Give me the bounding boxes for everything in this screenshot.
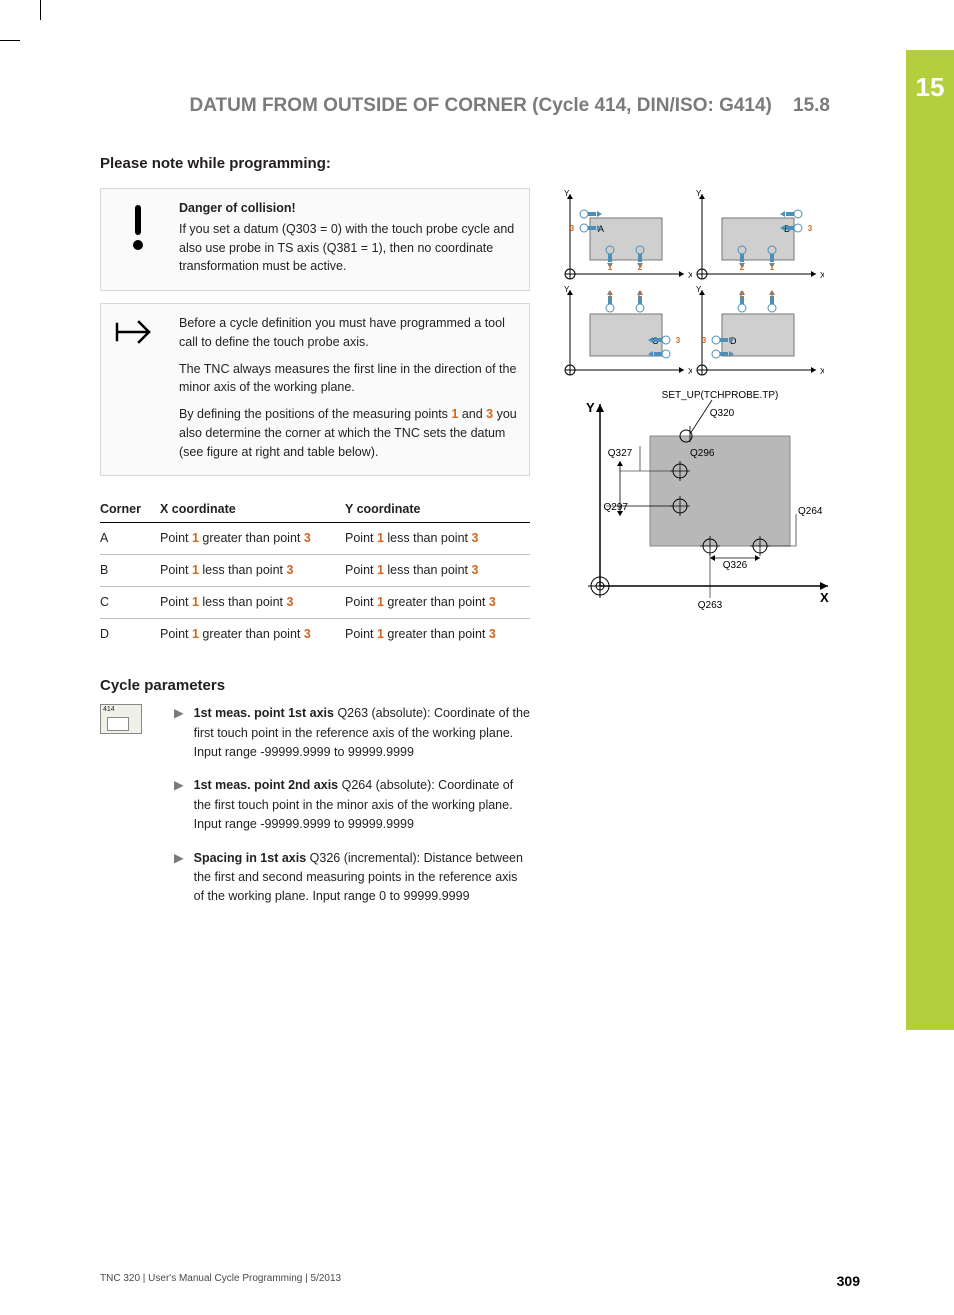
- info-p3: By defining the positions of the measuri…: [179, 405, 517, 461]
- svg-text:Y: Y: [564, 189, 570, 198]
- svg-text:X: X: [820, 590, 829, 605]
- page-number: 309: [837, 1273, 860, 1289]
- th-x: X coordinate: [160, 496, 345, 523]
- svg-text:3: 3: [676, 336, 681, 345]
- corner-diagram-grid: X Y A 1 2 3 X Y: [560, 188, 830, 380]
- page-content: DATUM FROM OUTSIDE OF CORNER (Cycle 414,…: [100, 95, 840, 921]
- svg-text:X: X: [820, 367, 824, 376]
- svg-text:Q326: Q326: [723, 560, 748, 571]
- svg-text:2: 2: [638, 290, 643, 299]
- svg-text:2: 2: [638, 263, 643, 272]
- section-heading: Please note while programming:: [100, 155, 840, 172]
- corner-table: Corner X coordinate Y coordinate APoint …: [100, 496, 530, 649]
- svg-text:Q327: Q327: [608, 448, 633, 459]
- chapter-tab: 15: [906, 50, 954, 1030]
- svg-text:Q296: Q296: [690, 448, 715, 459]
- table-row: BPoint 1 less than point 3Point 1 less t…: [100, 555, 530, 587]
- svg-text:1: 1: [770, 263, 775, 272]
- svg-text:Y: Y: [696, 189, 702, 198]
- svg-text:2: 2: [740, 263, 745, 272]
- svg-text:SET_UP(TCHPROBE.TP): SET_UP(TCHPROBE.TP): [662, 390, 779, 401]
- header-section: 15.8: [793, 95, 830, 116]
- table-row: APoint 1 greater than point 3Point 1 les…: [100, 523, 530, 555]
- th-corner: Corner: [100, 496, 160, 523]
- svg-text:3: 3: [808, 224, 813, 233]
- param-item: ▶1st meas. point 1st axis Q263 (absolute…: [174, 704, 530, 762]
- svg-text:Y: Y: [564, 285, 570, 294]
- th-y: Y coordinate: [345, 496, 530, 523]
- svg-text:1: 1: [608, 263, 613, 272]
- page-footer: TNC 320 | User's Manual Cycle Programmin…: [100, 1273, 860, 1289]
- arrow-icon: [113, 314, 163, 461]
- danger-icon: [113, 199, 163, 276]
- crop-mark: [40, 0, 41, 20]
- svg-text:Y: Y: [696, 285, 702, 294]
- info-p2: The TNC always measures the first line i…: [179, 360, 517, 398]
- danger-note-box: Danger of collision! If you set a datum …: [100, 188, 530, 291]
- danger-text: If you set a datum (Q303 = 0) with the t…: [179, 220, 517, 276]
- svg-text:1: 1: [608, 290, 613, 299]
- technical-diagram: SET_UP(TCHPROBE.TP) X Y Q320 Q327 Q296 Q…: [560, 386, 840, 621]
- cycle-icon: 414: [100, 704, 142, 734]
- table-row: DPoint 1 greater than point 3Point 1 gre…: [100, 618, 530, 649]
- header-title: DATUM FROM OUTSIDE OF CORNER (Cycle 414,…: [189, 95, 771, 116]
- param-item: ▶1st meas. point 2nd axis Q264 (absolute…: [174, 776, 530, 834]
- svg-text:Q263: Q263: [698, 600, 723, 611]
- info-p1: Before a cycle definition you must have …: [179, 314, 517, 352]
- svg-text:Q320: Q320: [710, 408, 735, 419]
- chapter-number: 15: [906, 50, 954, 103]
- svg-text:3: 3: [702, 336, 707, 345]
- danger-title: Danger of collision!: [179, 199, 517, 218]
- param-list: ▶1st meas. point 1st axis Q263 (absolute…: [174, 704, 530, 920]
- info-note-box: Before a cycle definition you must have …: [100, 303, 530, 476]
- cycle-params-heading: Cycle parameters: [100, 677, 530, 694]
- table-row: CPoint 1 less than point 3Point 1 greate…: [100, 586, 530, 618]
- svg-text:3: 3: [570, 224, 575, 233]
- crop-mark: [0, 40, 20, 41]
- svg-text:Y: Y: [586, 400, 595, 415]
- footer-text: TNC 320 | User's Manual Cycle Programmin…: [100, 1273, 341, 1289]
- svg-text:2: 2: [740, 290, 745, 299]
- svg-text:1: 1: [770, 290, 775, 299]
- svg-text:Q297: Q297: [604, 502, 629, 513]
- svg-text:Q264: Q264: [798, 506, 823, 517]
- param-item: ▶Spacing in 1st axis Q326 (incremental):…: [174, 849, 530, 907]
- svg-text:X: X: [820, 271, 824, 280]
- page-header: DATUM FROM OUTSIDE OF CORNER (Cycle 414,…: [100, 95, 840, 155]
